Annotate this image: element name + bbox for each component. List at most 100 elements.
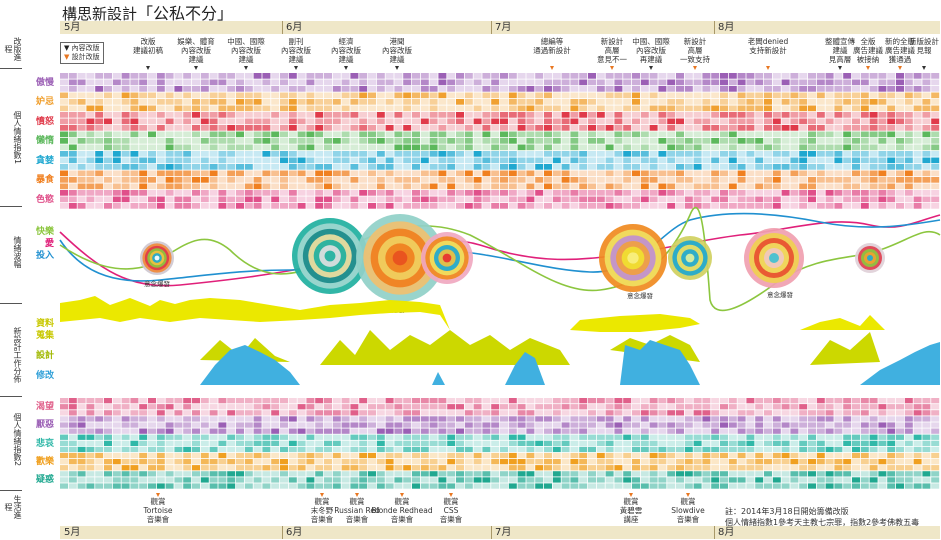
grid-cell xyxy=(104,422,112,428)
grid-cell xyxy=(816,483,825,489)
grid-cell xyxy=(535,196,544,203)
grid-cell xyxy=(376,446,385,453)
grid-cell xyxy=(790,79,799,86)
grid-cell xyxy=(913,118,922,125)
grid-cell xyxy=(420,79,429,86)
grid-cell xyxy=(781,73,790,79)
grid-cell xyxy=(658,92,667,99)
grid-cell xyxy=(684,183,693,190)
grid-cell xyxy=(139,131,148,138)
burst-circle xyxy=(363,221,437,295)
grid-cell xyxy=(728,125,737,131)
grid-cell xyxy=(755,79,764,86)
grid-cell xyxy=(799,398,808,404)
grid-cell xyxy=(887,477,896,483)
grid-cell xyxy=(68,440,77,446)
grid-cell xyxy=(737,79,746,86)
grid-cell xyxy=(755,112,764,118)
grid-cell xyxy=(878,398,887,404)
grid-cell xyxy=(271,73,280,79)
grid-cell xyxy=(121,434,130,440)
grid-cell xyxy=(658,105,667,112)
grid-cell xyxy=(95,446,104,453)
grid-cell xyxy=(68,203,77,209)
grid-cell xyxy=(306,79,315,86)
grid-cell xyxy=(579,151,588,157)
grid-cell xyxy=(799,99,808,105)
work-design-area xyxy=(200,338,290,362)
grid-cell xyxy=(183,477,192,483)
grid-cell xyxy=(148,151,156,157)
grid-cell xyxy=(456,112,464,118)
grid-cell xyxy=(200,99,209,105)
grid-cell xyxy=(544,428,552,434)
grid-cell xyxy=(209,118,218,125)
grid-cell xyxy=(227,73,236,79)
grid-cell xyxy=(676,105,684,112)
grid-cell xyxy=(324,483,332,489)
grid-cell xyxy=(896,177,904,183)
grid-cell xyxy=(271,125,280,131)
grid-cell xyxy=(561,183,570,190)
grid-cell xyxy=(77,483,86,489)
grid-cell xyxy=(728,118,737,125)
grid-cell xyxy=(156,452,165,459)
grid-cell xyxy=(447,157,456,164)
grid-cell xyxy=(790,125,799,131)
grid-cell xyxy=(517,138,526,144)
grid-cell xyxy=(702,112,711,118)
grid-cell xyxy=(77,177,86,183)
grid-cell xyxy=(148,477,156,483)
grid-cell xyxy=(271,183,280,190)
grid-cell xyxy=(253,144,262,151)
grid-cell xyxy=(570,434,579,440)
grid-cell xyxy=(262,422,271,428)
grid-cell xyxy=(403,131,412,138)
life-event-marker xyxy=(400,493,404,497)
grid-cell xyxy=(878,203,887,209)
grid-cell xyxy=(192,170,200,177)
grid-cell xyxy=(192,471,200,477)
burst-circle xyxy=(429,240,465,276)
grid-cell xyxy=(165,112,174,118)
grid-cell xyxy=(183,73,192,79)
grid-cell xyxy=(60,73,68,79)
burst-circle xyxy=(754,238,794,278)
grid-cell xyxy=(262,404,271,410)
grid-cell xyxy=(403,465,412,471)
grid-cell xyxy=(403,428,412,434)
grid-cell xyxy=(764,416,772,422)
grid-cell xyxy=(324,125,332,131)
grid-cell xyxy=(77,446,86,453)
grid-cell xyxy=(332,434,341,440)
grid-cell xyxy=(174,196,183,203)
grid-cell xyxy=(244,131,253,138)
grid-cell xyxy=(262,131,271,138)
grid-cell xyxy=(156,434,165,440)
grid-cell xyxy=(711,196,720,203)
grid-cell xyxy=(913,440,922,446)
burst-circle xyxy=(324,250,336,262)
event-marker xyxy=(194,66,198,70)
grid-cell xyxy=(676,125,684,131)
grid-cell xyxy=(596,410,605,416)
grid-cell xyxy=(781,465,790,471)
grid-cell xyxy=(447,144,456,151)
grid-cell xyxy=(288,398,297,404)
grid-cell xyxy=(324,410,332,416)
grid-cell xyxy=(632,410,640,416)
grid-cell xyxy=(438,477,447,483)
grid-cell xyxy=(535,190,544,196)
grid-cell xyxy=(332,118,341,125)
grid-cell xyxy=(860,144,869,151)
grid-cell xyxy=(922,177,931,183)
grid-cell xyxy=(403,459,412,465)
grid-cell xyxy=(174,151,183,157)
grid-cell xyxy=(711,157,720,164)
grid-cell xyxy=(200,422,209,428)
grid-cell xyxy=(508,190,517,196)
grid-cell xyxy=(500,105,508,112)
grid-cell xyxy=(420,416,429,422)
grid-cell xyxy=(385,446,394,453)
grid-cell xyxy=(121,177,130,183)
